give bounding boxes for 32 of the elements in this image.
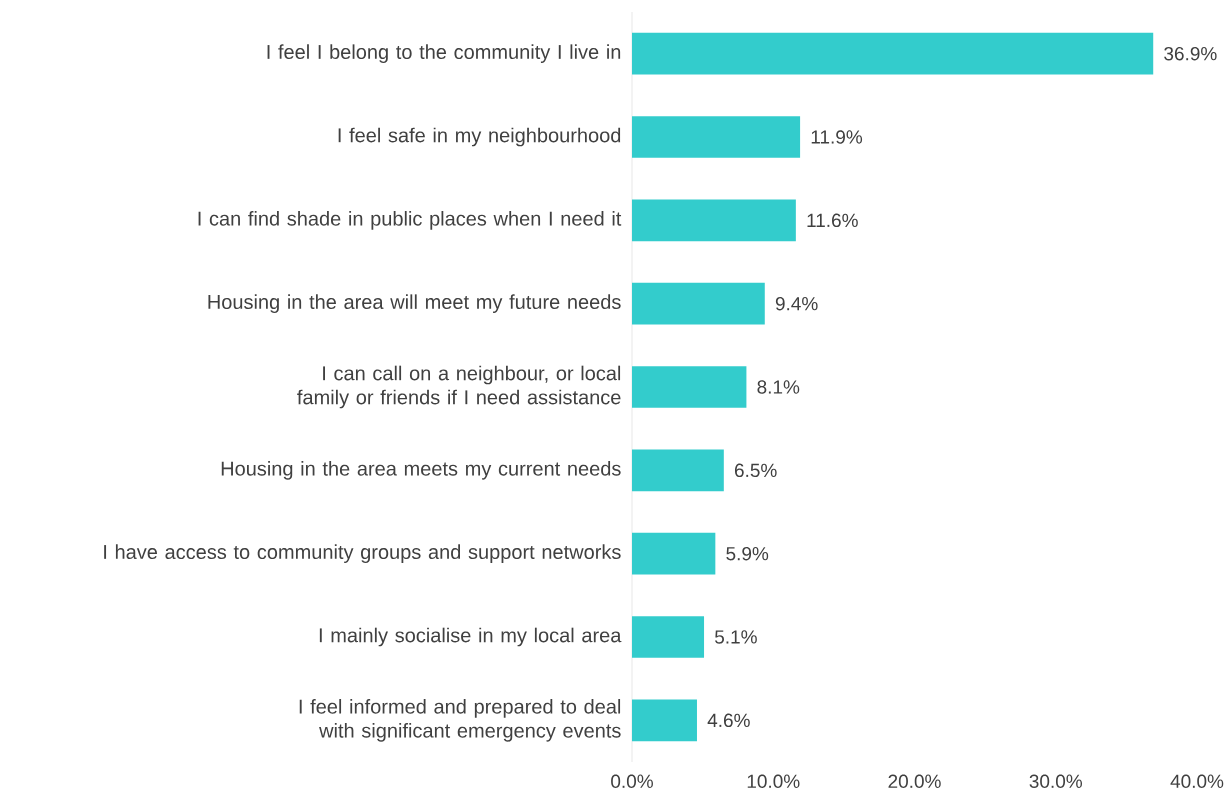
x-tick-label: 30.0% xyxy=(1029,774,1083,788)
x-tick-label: 0.0% xyxy=(611,774,653,788)
data-label: 5.9% xyxy=(726,546,769,561)
y-tick-label: I can find shade in public places when I need it xyxy=(198,211,622,230)
y-tick-label: I can call on a neighbour, or local family or friends if I need assistance xyxy=(297,365,621,409)
y-tick-label: I mainly socialise in my local area xyxy=(319,627,622,647)
x-tick-label: 10.0% xyxy=(747,774,800,788)
y-tick-label: Housing in the area will meet my future needs xyxy=(208,294,621,313)
data-label: 6.5% xyxy=(734,463,777,478)
data-label: 8.1% xyxy=(757,380,800,394)
y-tick-label: I feel I belong to the community I live in xyxy=(267,44,621,63)
data-label: 36.9% xyxy=(1164,46,1217,61)
data-label: 4.6% xyxy=(707,713,750,728)
data-label: 9.4% xyxy=(775,296,818,311)
y-tick-label: I feel informed and prepared to deal with significant emergency events xyxy=(299,699,621,742)
bar xyxy=(632,116,801,158)
bar xyxy=(632,699,697,742)
y-tick-label: Housing in the area meets my current needs xyxy=(221,461,621,480)
x-tick-label: 40.0% xyxy=(1170,774,1224,788)
x-tick-label: 20.0% xyxy=(888,774,941,788)
y-tick-label: I feel safe in my neighbourhood xyxy=(338,127,621,147)
data-label: 11.9% xyxy=(811,130,863,144)
bar xyxy=(632,616,705,658)
bar xyxy=(632,282,765,325)
data-label: 11.6% xyxy=(807,213,858,228)
bar xyxy=(632,32,1154,75)
y-tick-label: I have access to community groups and support networks xyxy=(104,544,621,563)
bar xyxy=(632,366,747,408)
bar xyxy=(632,532,716,575)
data-label: 5.1% xyxy=(715,630,757,644)
bar xyxy=(632,199,796,242)
bar xyxy=(632,449,724,492)
